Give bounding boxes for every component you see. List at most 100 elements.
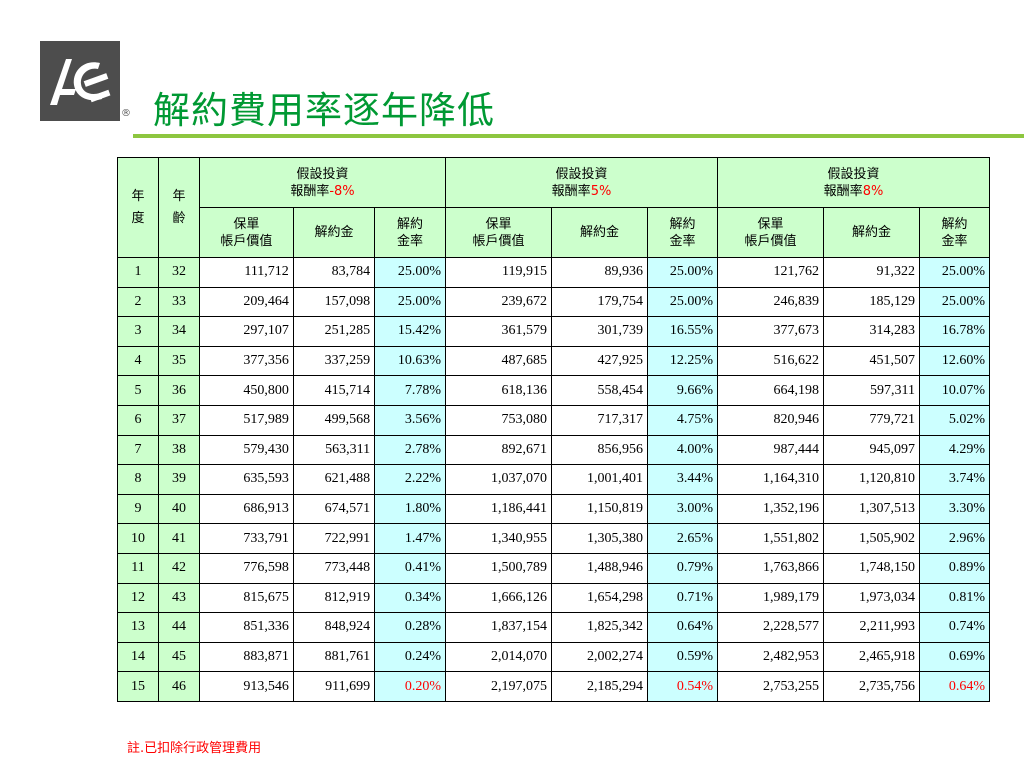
year-header: 年度 xyxy=(117,157,159,258)
value-cell: 297,107 xyxy=(199,316,294,347)
value-cell: 597,311 xyxy=(823,375,920,406)
age-header: 年齡 xyxy=(158,157,200,258)
value-cell: 251,285 xyxy=(292,316,376,347)
surrender-rate-cell: 0.34% xyxy=(374,582,446,614)
surrender-rate-cell: 0.81% xyxy=(919,582,990,614)
year-cell: 3 xyxy=(117,316,159,347)
table-row: 1 32 111,712 83,784 25.00% 119,915 89,936 25.00… xyxy=(117,257,990,288)
age-cell: 33 xyxy=(158,286,200,318)
value-cell: 618,136 xyxy=(445,375,552,406)
value-cell: 1,120,810 xyxy=(823,464,920,495)
value-cell: 911,699 xyxy=(292,671,376,702)
value-cell: 2,482,953 xyxy=(717,641,824,673)
surrender-rate-cell: 4.29% xyxy=(919,434,990,466)
value-cell: 1,666,126 xyxy=(445,582,552,614)
table-row: 11 42 776,598 773,448 0.41% 1,500,789 1,488,94… xyxy=(117,552,990,584)
surrender-rate-cell: 0.69% xyxy=(919,641,990,673)
value-cell: 516,622 xyxy=(717,345,824,377)
surrender-rate-cell: 4.75% xyxy=(647,404,718,436)
year-cell: 11 xyxy=(117,552,159,584)
footnote: 註.已扣除行政管理費用 xyxy=(127,741,262,756)
year-cell: 13 xyxy=(117,612,159,643)
surrender-rate-header: 解約 金率 xyxy=(919,207,990,258)
value-cell: 558,454 xyxy=(551,375,648,406)
value-cell: 883,871 xyxy=(199,641,294,673)
surrender-value-header: 解約金 xyxy=(292,207,376,258)
table-row: 6 37 517,989 499,568 3.56% 753,080 717,317 4.75… xyxy=(117,404,990,436)
surrender-rate-cell: 0.79% xyxy=(647,552,718,584)
value-cell: 377,673 xyxy=(717,316,824,347)
value-cell: 1,837,154 xyxy=(445,612,552,643)
year-cell: 4 xyxy=(117,345,159,377)
table-row: 14 45 883,871 881,761 0.24% 2,014,070 2,002,27… xyxy=(117,641,990,673)
value-cell: 2,735,756 xyxy=(823,671,920,702)
account-value-header: 保單 帳戶價值 xyxy=(717,207,824,258)
surrender-rate-cell: 0.74% xyxy=(919,612,990,643)
value-cell: 361,579 xyxy=(445,316,552,347)
value-cell: 851,336 xyxy=(199,612,294,643)
surrender-rate-cell: 0.89% xyxy=(919,552,990,584)
age-cell: 45 xyxy=(158,641,200,673)
value-cell: 517,989 xyxy=(199,404,294,436)
age-cell: 37 xyxy=(158,404,200,436)
value-cell: 1,763,866 xyxy=(717,552,824,584)
year-cell: 10 xyxy=(117,523,159,554)
age-cell: 44 xyxy=(158,612,200,643)
value-cell: 427,925 xyxy=(551,345,648,377)
value-cell: 1,989,179 xyxy=(717,582,824,614)
year-cell: 6 xyxy=(117,404,159,436)
age-cell: 32 xyxy=(158,257,200,288)
table-row: 13 44 851,336 848,924 0.28% 1,837,154 1,825,34… xyxy=(117,612,990,643)
value-cell: 1,500,789 xyxy=(445,552,552,584)
value-cell: 1,150,819 xyxy=(551,493,648,525)
value-cell: 185,129 xyxy=(823,286,920,318)
value-cell: 773,448 xyxy=(292,552,376,584)
value-cell: 945,097 xyxy=(823,434,920,466)
surrender-rate-cell: 0.64% xyxy=(647,612,718,643)
value-cell: 179,754 xyxy=(551,286,648,318)
value-cell: 892,671 xyxy=(445,434,552,466)
year-cell: 12 xyxy=(117,582,159,614)
surrender-rate-cell: 0.41% xyxy=(374,552,446,584)
value-cell: 209,464 xyxy=(199,286,294,318)
surrender-rate-cell: 9.66% xyxy=(647,375,718,406)
table-row: 15 46 913,546 911,699 0.20% 2,197,075 2,185,29… xyxy=(117,671,990,702)
value-cell: 733,791 xyxy=(199,523,294,554)
value-cell: 881,761 xyxy=(292,641,376,673)
value-cell: 1,654,298 xyxy=(551,582,648,614)
surrender-rate-cell: 3.44% xyxy=(647,464,718,495)
ace-logo xyxy=(40,41,120,121)
year-cell: 1 xyxy=(117,257,159,288)
table-row: 2 33 209,464 157,098 25.00% 239,672 179,754 25.… xyxy=(117,286,990,318)
age-cell: 46 xyxy=(158,671,200,702)
value-cell: 635,593 xyxy=(199,464,294,495)
value-cell: 1,305,380 xyxy=(551,523,648,554)
value-cell: 776,598 xyxy=(199,552,294,584)
value-cell: 83,784 xyxy=(292,257,376,288)
surrender-rate-cell: 25.00% xyxy=(647,257,718,288)
surrender-rate-cell: 12.60% xyxy=(919,345,990,377)
surrender-rate-cell: 0.59% xyxy=(647,641,718,673)
surrender-rate-cell: 1.80% xyxy=(374,493,446,525)
surrender-rate-cell: 25.00% xyxy=(374,286,446,318)
value-cell: 1,186,441 xyxy=(445,493,552,525)
surrender-rate-cell: 0.28% xyxy=(374,612,446,643)
value-cell: 119,915 xyxy=(445,257,552,288)
value-cell: 563,311 xyxy=(292,434,376,466)
surrender-rate-cell: 3.74% xyxy=(919,464,990,495)
group-header: 假設投資 報酬率5% xyxy=(445,157,718,208)
surrender-rate-cell: 2.22% xyxy=(374,464,446,495)
year-cell: 5 xyxy=(117,375,159,406)
group-header: 假設投資 報酬率-8% xyxy=(199,157,446,208)
value-cell: 1,352,196 xyxy=(717,493,824,525)
value-cell: 2,465,918 xyxy=(823,641,920,673)
value-cell: 722,991 xyxy=(292,523,376,554)
value-cell: 1,037,070 xyxy=(445,464,552,495)
surrender-rate-cell: 2.65% xyxy=(647,523,718,554)
age-cell: 42 xyxy=(158,552,200,584)
value-cell: 89,936 xyxy=(551,257,648,288)
year-cell: 14 xyxy=(117,641,159,673)
surrender-value-header: 解約金 xyxy=(823,207,920,258)
value-cell: 111,712 xyxy=(199,257,294,288)
return-rate: -8% xyxy=(329,183,355,199)
